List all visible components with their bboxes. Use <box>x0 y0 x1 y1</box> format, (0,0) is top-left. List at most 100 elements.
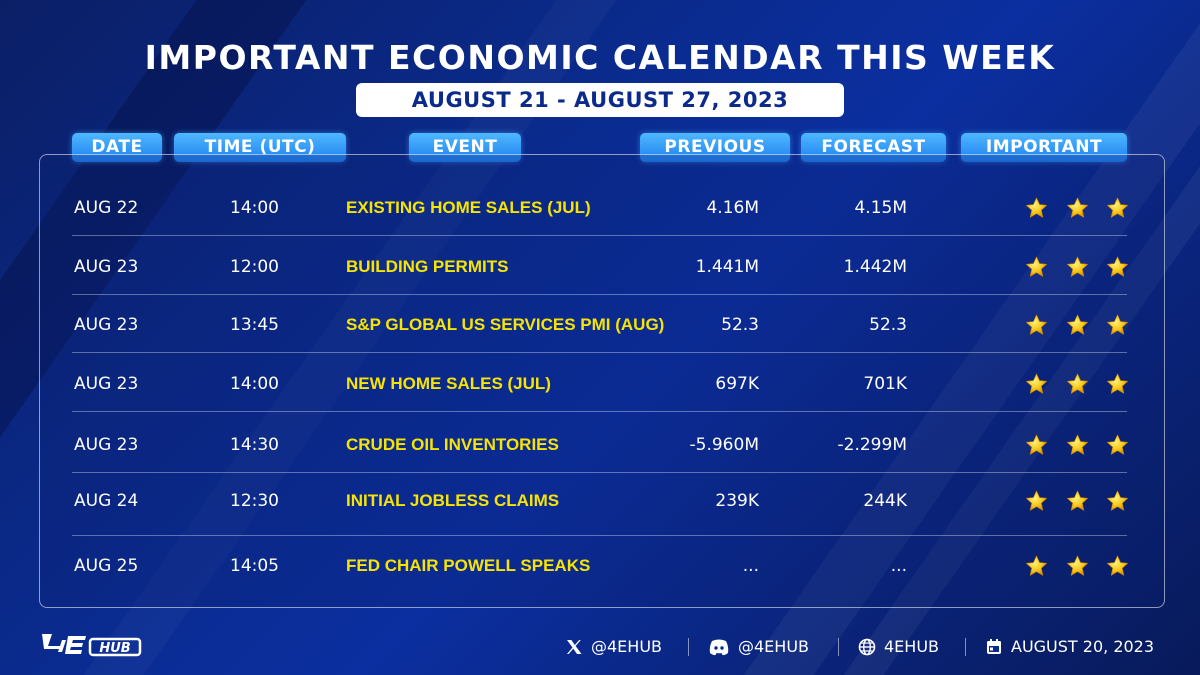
row-time: 12:00 <box>230 257 279 277</box>
row-event: FED CHAIR POWELL SPEAKS <box>346 556 591 575</box>
row-divider <box>72 535 1127 536</box>
row-date: AUG 22 <box>74 198 139 218</box>
importance-stars <box>1024 536 1130 596</box>
row-date: AUG 23 <box>74 315 139 335</box>
footer-separator <box>965 638 966 656</box>
importance-stars <box>1024 471 1130 531</box>
table-row: AUG 22 14:00 EXISTING HOME SALES (JUL) 4.16… <box>72 178 1130 238</box>
row-event: EXISTING HOME SALES (JUL) <box>346 198 591 217</box>
brand-logo: HUB <box>42 634 142 657</box>
row-previous: -5.960M <box>689 435 759 455</box>
footer-website[interactable]: 4EHUB <box>858 636 939 658</box>
svg-text:HUB: HUB <box>99 641 130 656</box>
row-date: AUG 23 <box>74 435 139 455</box>
star-icon <box>1066 314 1088 335</box>
footer-discord-handle[interactable]: @4EHUB <box>708 636 809 658</box>
table-row: AUG 23 13:45 S&P GLOBAL US SERVICES PMI (A… <box>72 295 1130 355</box>
row-forecast: 4.15M <box>854 198 907 218</box>
importance-stars <box>1024 295 1130 355</box>
star-icon <box>1025 314 1048 335</box>
star-icon <box>1066 555 1088 576</box>
importance-stars <box>1024 178 1130 238</box>
row-date: AUG 25 <box>74 556 139 576</box>
star-icon <box>1106 555 1129 576</box>
row-divider <box>72 294 1127 295</box>
star-icon <box>1025 555 1048 576</box>
row-previous: 1.441M <box>695 257 759 277</box>
star-icon <box>1066 434 1088 455</box>
row-forecast: 1.442M <box>843 257 907 277</box>
row-previous: ... <box>742 556 759 576</box>
footer-separator <box>838 638 839 656</box>
footer-date-text: AUGUST 20, 2023 <box>1011 637 1155 656</box>
row-previous: 4.16M <box>706 198 759 218</box>
star-icon <box>1106 434 1129 455</box>
row-event: CRUDE OIL INVENTORIES <box>346 435 559 454</box>
x-handle-text: @4EHUB <box>591 637 663 656</box>
star-icon <box>1025 373 1048 394</box>
page-title: IMPORTANT ECONOMIC CALENDAR THIS WEEK <box>144 38 1056 77</box>
discord-handle-text: @4EHUB <box>738 637 810 656</box>
row-time: 14:05 <box>230 556 279 576</box>
row-forecast: 701K <box>863 374 907 394</box>
star-icon <box>1106 373 1129 394</box>
star-icon <box>1066 256 1088 277</box>
table-row: AUG 24 12:30 INITIAL JOBLESS CLAIMS 239K 244… <box>72 471 1130 531</box>
row-previous: 52.3 <box>721 315 759 335</box>
row-time: 14:00 <box>230 374 279 394</box>
row-time: 13:45 <box>230 315 279 335</box>
row-divider <box>72 235 1127 236</box>
row-divider <box>72 411 1127 412</box>
row-forecast: ... <box>890 556 907 576</box>
row-date: AUG 24 <box>74 491 139 511</box>
row-date: AUG 23 <box>74 257 139 277</box>
importance-stars <box>1024 415 1130 475</box>
column-header-time: TIME (UTC) <box>174 133 346 162</box>
star-icon <box>1106 490 1129 511</box>
star-icon <box>1106 197 1129 218</box>
importance-stars <box>1024 237 1130 297</box>
row-event: BUILDING PERMITS <box>346 257 509 276</box>
row-previous: 697K <box>715 374 759 394</box>
table-row: AUG 23 12:00 BUILDING PERMITS 1.441M 1.442M <box>72 237 1130 297</box>
row-forecast: -2.299M <box>837 435 907 455</box>
row-event: INITIAL JOBLESS CLAIMS <box>346 491 560 510</box>
row-previous: 239K <box>715 491 759 511</box>
date-range-badge: AUGUST 21 - AUGUST 27, 2023 <box>356 83 844 117</box>
column-header-date: DATE <box>72 133 162 162</box>
row-time: 14:00 <box>230 198 279 218</box>
column-header-important: IMPORTANT <box>961 133 1127 162</box>
row-forecast: 52.3 <box>869 315 907 335</box>
column-header-forecast: FORECAST <box>801 133 946 162</box>
website-text: 4EHUB <box>884 637 940 656</box>
table-row: AUG 25 14:05 FED CHAIR POWELL SPEAKS...... <box>72 536 1130 596</box>
row-divider <box>72 352 1127 353</box>
row-date: AUG 23 <box>74 374 139 394</box>
star-icon <box>1025 197 1048 218</box>
row-time: 14:30 <box>230 435 279 455</box>
table-row: AUG 23 14:30 CRUDE OIL INVENTORIES -5.960M -… <box>72 415 1130 475</box>
star-icon <box>1106 256 1129 277</box>
row-event: S&P GLOBAL US SERVICES PMI (AUG) <box>346 315 665 334</box>
x-logo-icon <box>567 640 582 654</box>
star-icon <box>1025 490 1048 511</box>
calendar-icon <box>987 639 1001 654</box>
row-forecast: 244K <box>863 491 907 511</box>
footer-separator <box>688 638 689 656</box>
star-icon <box>1025 256 1048 277</box>
star-icon <box>1066 373 1088 394</box>
table-row: AUG 23 14:00 NEW HOME SALES (JUL) 697K 701K <box>72 354 1130 414</box>
star-icon <box>1066 490 1088 511</box>
column-header-previous: PREVIOUS <box>640 133 790 162</box>
footer-date: AUGUST 20, 2023 <box>985 636 1154 658</box>
row-event: NEW HOME SALES (JUL) <box>346 374 551 393</box>
globe-icon <box>858 638 876 656</box>
footer-x-handle[interactable]: @4EHUB <box>565 636 662 658</box>
discord-icon <box>709 639 729 656</box>
column-header-event: EVENT <box>409 133 521 162</box>
row-divider <box>72 472 1127 473</box>
star-icon <box>1106 314 1129 335</box>
importance-stars <box>1024 354 1130 414</box>
row-time: 12:30 <box>230 491 279 511</box>
star-icon <box>1066 197 1088 218</box>
